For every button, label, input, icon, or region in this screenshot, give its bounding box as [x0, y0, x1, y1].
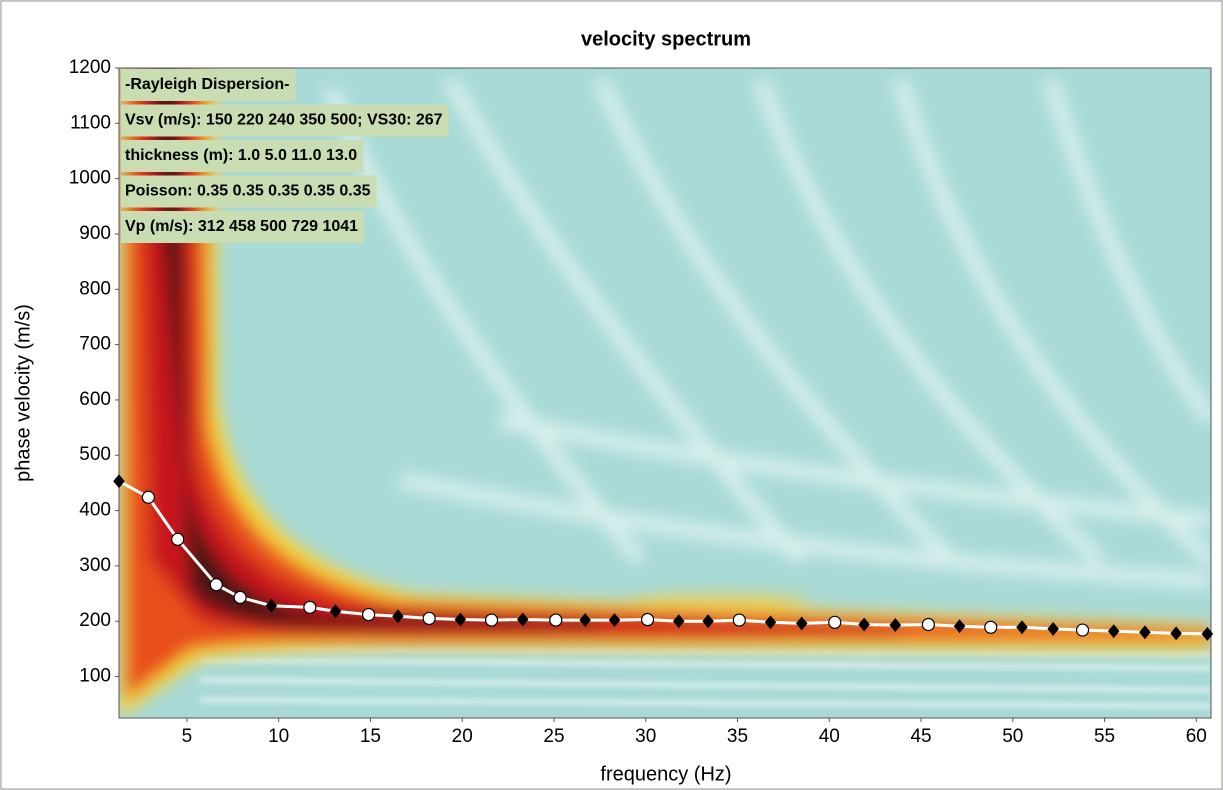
- data-point: [303, 600, 317, 614]
- y-tick-label: 500: [79, 444, 111, 465]
- x-tick-label: 40: [819, 726, 840, 747]
- x-tick-label: 55: [1094, 726, 1115, 747]
- data-point: [795, 616, 808, 631]
- y-tick-label: 600: [79, 389, 111, 410]
- x-tick-label: 25: [543, 726, 564, 747]
- y-tick-label: 400: [79, 500, 111, 521]
- data-point: [764, 615, 777, 630]
- data-point: [1139, 625, 1151, 640]
- annotation: thickness (m): 1.0 5.0 11.0 13.0: [125, 147, 357, 164]
- x-tick-label: 10: [268, 726, 289, 747]
- x-tick-label: 20: [452, 726, 473, 747]
- data-point: [516, 612, 529, 627]
- data-point: [113, 474, 125, 489]
- x-tick-label: 30: [635, 726, 656, 747]
- data-point: [984, 620, 998, 634]
- data-point: [484, 613, 499, 627]
- annotation: -Rayleigh Dispersion-: [125, 76, 289, 93]
- y-tick-label: 1100: [70, 112, 111, 133]
- data-point: [329, 604, 342, 619]
- data-point: [1047, 621, 1059, 636]
- data-point: [171, 532, 185, 546]
- x-tick-label: 60: [1186, 726, 1207, 747]
- data-point: [454, 612, 467, 627]
- data-point: [640, 612, 655, 627]
- annotation-box: -Rayleigh Dispersion- Vsv (m/s): 150 220 …: [121, 69, 449, 243]
- annotation: Poisson: 0.35 0.35 0.35 0.35 0.35: [125, 183, 371, 200]
- annotation-background: [121, 140, 364, 172]
- data-point: [1201, 626, 1214, 641]
- data-point: [549, 613, 563, 627]
- data-point: [1016, 620, 1028, 635]
- y-tick-label: 200: [79, 610, 111, 631]
- data-point: [608, 613, 621, 628]
- y-tick-label: 100: [79, 666, 111, 687]
- data-point: [209, 578, 223, 592]
- data-point: [392, 609, 404, 624]
- y-tick-label: 300: [79, 555, 111, 576]
- y-tick-label: 700: [79, 334, 111, 355]
- annotation: Vp (m/s): 312 458 500 729 1041: [125, 218, 358, 235]
- x-tick-label: 50: [1002, 726, 1023, 747]
- data-point: [953, 619, 966, 634]
- data-point: [732, 613, 746, 627]
- annotation-background: [121, 69, 296, 101]
- y-tick-label: 800: [79, 278, 111, 299]
- data-point: [828, 615, 842, 629]
- data-point: [1170, 626, 1182, 641]
- annotation-background: [121, 175, 377, 208]
- data-point: [233, 590, 247, 605]
- x-tick-label: 35: [727, 726, 748, 747]
- x-tick-label: 45: [910, 726, 931, 747]
- chart-title: velocity spectrum: [581, 28, 751, 50]
- data-point: [422, 611, 436, 626]
- x-tick-label: 15: [360, 726, 381, 747]
- data-point: [921, 617, 935, 632]
- data-point: [579, 613, 591, 628]
- annotation-background: [121, 211, 365, 243]
- data-point: [141, 490, 155, 504]
- data-point: [1075, 623, 1090, 637]
- annotation-background: [121, 104, 449, 137]
- annotation: Vsv (m/s): 150 220 240 350 500; VS30: 26…: [125, 112, 443, 129]
- y-tick-label: 1000: [69, 168, 111, 189]
- data-point: [265, 598, 278, 613]
- y-tick-label: 900: [79, 223, 111, 244]
- data-point: [702, 614, 714, 629]
- y-axis-label: phase velocity (m/s): [12, 304, 34, 482]
- plot-frame: [118, 67, 1212, 719]
- x-tick-label: 5: [182, 726, 193, 747]
- data-point: [1107, 624, 1120, 639]
- x-axis-label: frequency (Hz): [600, 763, 731, 785]
- y-tick-label: 1200: [69, 57, 111, 78]
- data-point: [889, 618, 902, 633]
- data-point: [362, 607, 376, 622]
- data-point: [858, 617, 870, 632]
- data-point: [672, 614, 685, 629]
